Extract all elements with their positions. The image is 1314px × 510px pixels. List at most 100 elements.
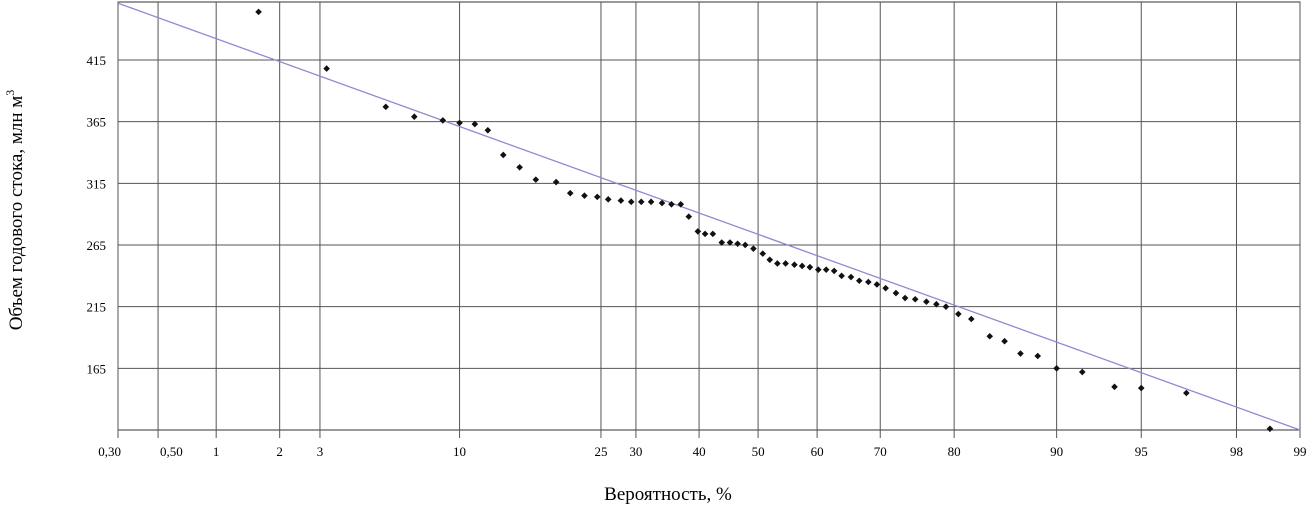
x-tick-label: 40 xyxy=(693,444,706,459)
data-point xyxy=(968,315,975,323)
x-tick-label: 2 xyxy=(276,444,283,459)
data-point xyxy=(726,239,734,246)
y-tick-label: 215 xyxy=(87,300,107,315)
data-point xyxy=(741,241,749,249)
x-tick-label: 98 xyxy=(1230,444,1243,459)
data-point xyxy=(750,245,757,252)
grid-lines xyxy=(117,1,1301,438)
data-point xyxy=(1017,350,1024,357)
data-point xyxy=(847,273,855,281)
x-tick-label: 25 xyxy=(594,444,607,459)
x-tick-label: 95 xyxy=(1135,444,1148,459)
y-tick-label: 265 xyxy=(87,238,107,253)
data-point xyxy=(411,113,418,121)
data-point xyxy=(923,298,930,306)
x-tick-label: 1 xyxy=(213,444,220,459)
data-point xyxy=(815,266,822,273)
data-point xyxy=(617,197,625,204)
data-point xyxy=(382,103,390,111)
data-point xyxy=(892,289,900,297)
data-point xyxy=(838,272,845,280)
data-point xyxy=(1034,352,1042,360)
y-tick-labels: 165 215 265 315 365 415 xyxy=(87,53,107,376)
data-point xyxy=(1183,389,1190,397)
data-point xyxy=(694,228,702,235)
data-point xyxy=(1001,337,1008,345)
data-point xyxy=(718,239,726,246)
data-point xyxy=(604,196,612,203)
data-point xyxy=(685,213,693,220)
data-point xyxy=(782,260,789,267)
y-tick-label: 365 xyxy=(87,115,107,130)
y-axis-title: Объем годового стока, млн м3 xyxy=(3,90,27,331)
data-point xyxy=(323,65,330,72)
trend-line xyxy=(117,2,1301,431)
x-tick-label: 99 xyxy=(1294,444,1307,459)
x-tick-labels: 0,30 0,50 1 2 3 10 25 30 40 50 60 70 80 90 95 98 99 xyxy=(98,444,1306,459)
data-point xyxy=(647,198,655,206)
data-point xyxy=(456,119,463,127)
data-point xyxy=(759,250,767,257)
data-point xyxy=(766,256,774,264)
y-axis-title-superscript: 3 xyxy=(3,90,17,96)
data-point xyxy=(677,200,685,208)
data-point xyxy=(637,198,645,206)
data-point xyxy=(798,262,806,270)
data-point xyxy=(882,284,889,292)
x-tick-label: 90 xyxy=(1050,444,1063,459)
data-point xyxy=(516,163,523,171)
data-point xyxy=(499,151,507,159)
y-tick-label: 315 xyxy=(87,176,107,191)
x-tick-label: 10 xyxy=(453,444,466,459)
data-point xyxy=(830,267,838,275)
data-point xyxy=(668,200,675,208)
data-point xyxy=(911,295,919,303)
y-axis-title-main: Объем годового стока, млн м xyxy=(6,96,27,331)
x-tick-label: 60 xyxy=(811,444,824,459)
x-tick-label: 3 xyxy=(317,444,324,459)
data-point xyxy=(552,178,560,186)
data-point xyxy=(865,278,872,286)
data-point xyxy=(822,266,830,273)
data-point xyxy=(873,281,881,288)
data-point xyxy=(806,263,814,271)
data-point xyxy=(855,277,863,285)
data-point xyxy=(955,310,962,318)
data-point xyxy=(1111,383,1118,391)
data-point xyxy=(658,199,666,207)
x-tick-label: 30 xyxy=(629,444,642,459)
data-point xyxy=(701,230,709,238)
data-point xyxy=(774,260,781,267)
data-point xyxy=(709,230,717,238)
x-tick-label: 80 xyxy=(948,444,961,459)
data-point xyxy=(1266,425,1274,433)
data-point xyxy=(933,300,940,308)
data-points xyxy=(255,8,1274,433)
data-point xyxy=(566,189,574,197)
data-point xyxy=(439,117,447,124)
data-point xyxy=(901,294,909,302)
trend-line-layer xyxy=(117,2,1301,431)
y-tick-label: 415 xyxy=(87,53,107,68)
data-point xyxy=(791,261,798,269)
x-axis-title: Вероятность, % xyxy=(604,484,732,505)
y-tick-label: 165 xyxy=(87,361,107,376)
data-point xyxy=(942,303,950,310)
data-point xyxy=(986,332,994,340)
x-tick-label: 0,30 xyxy=(98,444,121,459)
x-tick-label: 0,50 xyxy=(160,444,183,459)
data-point xyxy=(255,8,262,16)
data-point xyxy=(581,192,588,199)
data-point xyxy=(1137,384,1145,392)
data-point xyxy=(734,240,741,248)
x-tick-label: 50 xyxy=(752,444,765,459)
data-point xyxy=(593,193,601,201)
data-point xyxy=(532,176,540,183)
data-point xyxy=(471,120,479,128)
data-point xyxy=(1053,365,1060,372)
data-point xyxy=(627,198,635,206)
x-tick-label: 70 xyxy=(874,444,887,459)
data-point xyxy=(1078,368,1086,376)
data-point xyxy=(484,126,492,134)
